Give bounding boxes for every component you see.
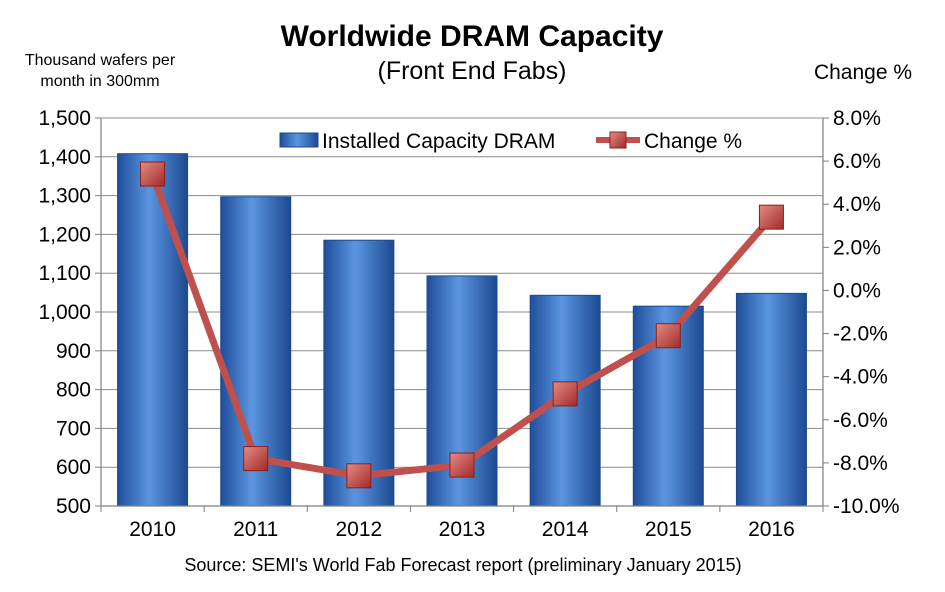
- left-tick-label: 1,000: [38, 301, 91, 324]
- axes: [95, 117, 829, 512]
- change-marker-2016: [758, 204, 784, 230]
- left-tick-label: 800: [56, 379, 91, 402]
- legend-label-change: Change %: [644, 130, 742, 153]
- right-tick-label: -4.0%: [833, 366, 888, 389]
- left-tick-label: 1,200: [38, 223, 91, 246]
- bar-2016: [735, 292, 807, 507]
- x-tick-label-2014: 2014: [542, 518, 589, 541]
- left-tick-label: 1,400: [38, 146, 91, 169]
- left-tick-label: 1,100: [38, 262, 91, 285]
- change-marker-2015: [655, 323, 681, 349]
- x-tick-label-2010: 2010: [129, 518, 176, 541]
- left-tick-label: 600: [56, 456, 91, 479]
- chart-title: Worldwide DRAM Capacity: [281, 20, 664, 53]
- right-tick-label: 2.0%: [833, 236, 881, 259]
- source-note: Source: SEMI's World Fab Forecast report…: [184, 555, 741, 575]
- left-tick-label: 1,500: [38, 107, 91, 130]
- right-tick-label: 0.0%: [833, 279, 881, 302]
- legend-marker-swatch: [609, 131, 627, 149]
- left-tick-label: 700: [56, 417, 91, 440]
- change-marker-2014: [552, 381, 578, 407]
- bars: [117, 153, 807, 507]
- change-marker-2012: [346, 463, 372, 489]
- change-marker-2010: [140, 161, 166, 187]
- bar-2012: [323, 239, 395, 507]
- right-tick-label: 6.0%: [833, 150, 881, 173]
- left-tick-label: 500: [56, 495, 91, 518]
- x-tick-label-2013: 2013: [439, 518, 486, 541]
- left-axis-title-line-2: month in 300mm: [40, 73, 159, 90]
- x-tick-label-2012: 2012: [335, 518, 382, 541]
- left-axis-title-line-1: Thousand wafers per: [25, 52, 176, 69]
- x-tick-label-2011: 2011: [233, 518, 278, 541]
- right-tick-label: -6.0%: [833, 409, 888, 432]
- right-tick-label: -10.0%: [833, 495, 900, 518]
- tick-labels: 500 600 700 800 900 1,000 1,100 1,200 1,300 1,400…: [38, 107, 899, 541]
- x-tick-label-2015: 2015: [645, 518, 692, 541]
- chart-subtitle: (Front End Fabs): [378, 57, 567, 85]
- legend-label-capacity: Installed Capacity DRAM: [322, 130, 555, 153]
- right-axis-title: Change %: [814, 61, 912, 84]
- legend-bar-swatch: [279, 132, 319, 148]
- change-marker-2011: [243, 446, 269, 472]
- left-tick-label: 1,300: [38, 185, 91, 208]
- legend: Installed Capacity DRAM Change %: [279, 130, 742, 153]
- right-tick-label: -2.0%: [833, 323, 888, 346]
- left-tick-label: 900: [56, 340, 91, 363]
- bar-2010: [117, 153, 189, 507]
- right-tick-label: 4.0%: [833, 193, 881, 216]
- x-tick-label-2016: 2016: [748, 518, 795, 541]
- right-tick-label: 8.0%: [833, 107, 881, 130]
- change-line: [140, 161, 784, 489]
- change-marker-2013: [449, 452, 475, 478]
- right-tick-label: -8.0%: [833, 452, 888, 475]
